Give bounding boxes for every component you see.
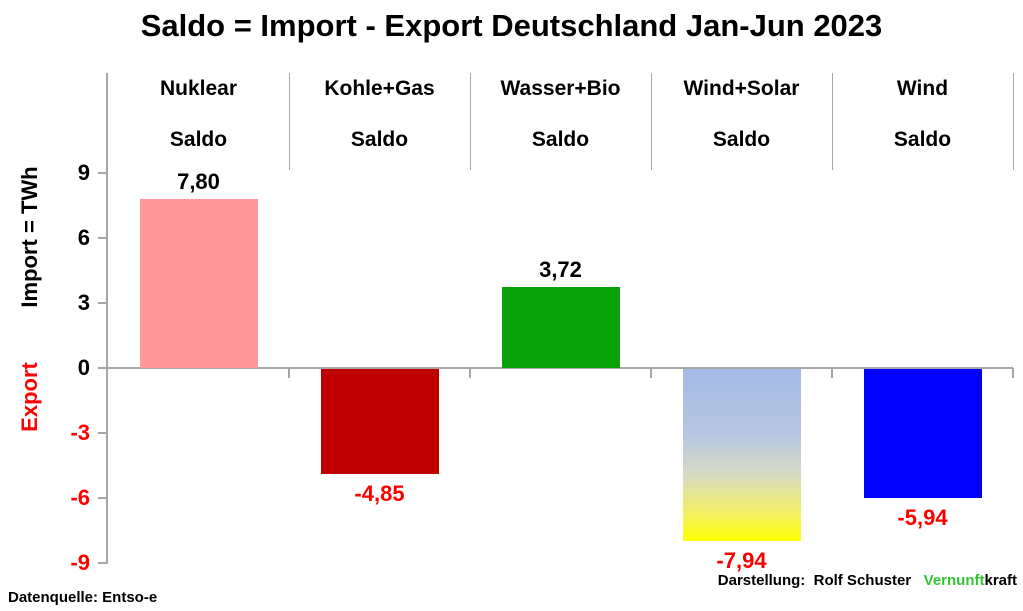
column-divider	[1013, 73, 1014, 170]
x-axis-tick	[288, 368, 290, 378]
bar-value-label: -7,94	[716, 548, 767, 574]
bar-kohle-gas	[320, 369, 439, 475]
x-axis-tick	[831, 368, 833, 378]
y-axis-tick	[98, 172, 108, 174]
y-tick-label: 6	[77, 225, 90, 250]
bar-value-label: 7,80	[177, 169, 220, 194]
column-divider	[651, 73, 652, 170]
zero-baseline	[108, 367, 1013, 369]
bar-value-label: 3,72	[539, 257, 582, 283]
y-tick-label: -3	[70, 420, 90, 445]
y-tick-label: 9	[77, 160, 90, 185]
y-tick-label: -9	[70, 550, 90, 575]
column-subheader: Saldo	[169, 128, 228, 151]
y-tick-label: 3	[77, 290, 90, 315]
column-subheader: Saldo	[893, 128, 952, 151]
brand-vernunft: Vernunft	[923, 572, 985, 589]
y-axis-tick	[98, 562, 108, 564]
y-axis-label-export: Export	[17, 362, 42, 432]
column-subheader: Saldo	[350, 128, 409, 151]
y-axis-tick	[98, 497, 108, 499]
y-axis-tick	[98, 302, 108, 304]
bar-value-label: -5,94	[897, 504, 948, 530]
column-header: Wasser+Bio	[500, 77, 621, 100]
column-subheader: Saldo	[712, 128, 771, 151]
bar-value-label: -4,85	[354, 481, 405, 507]
bar-wind-solar	[682, 369, 801, 542]
data-source-note: Datenquelle: Entso-e	[8, 589, 158, 606]
x-axis-tick	[650, 368, 652, 378]
bar-wind	[863, 369, 982, 498]
column-header: Wind+Solar	[683, 77, 800, 100]
y-axis-tick	[98, 367, 108, 369]
y-axis-tick	[98, 432, 108, 434]
bar-wasser-bio	[501, 287, 620, 368]
column-header: Wind	[896, 77, 949, 100]
attribution-note: Darstellung: Rolf Schuster Vernunftkraft	[701, 555, 1017, 606]
column-header: Nuklear	[159, 77, 238, 100]
y-tick-label: -6	[70, 485, 90, 510]
attribution-text: Darstellung: Rolf Schuster	[717, 572, 924, 589]
y-axis-tick	[98, 237, 108, 239]
column-divider	[832, 73, 833, 170]
chart-title: Saldo = Import - Export Deutschland Jan-…	[140, 8, 883, 43]
brand-kraft: kraft	[984, 572, 1017, 589]
y-axis-label-import: Import = TWh	[17, 166, 42, 308]
column-divider	[289, 73, 290, 170]
y-axis-line	[106, 73, 108, 564]
y-tick-label: 0	[77, 355, 90, 380]
column-header: Kohle+Gas	[324, 77, 435, 100]
x-axis-tick	[469, 368, 471, 378]
x-axis-tick	[1012, 368, 1014, 378]
column-divider	[470, 73, 471, 170]
bar-nuklear	[139, 199, 258, 368]
column-subheader: Saldo	[531, 128, 590, 151]
